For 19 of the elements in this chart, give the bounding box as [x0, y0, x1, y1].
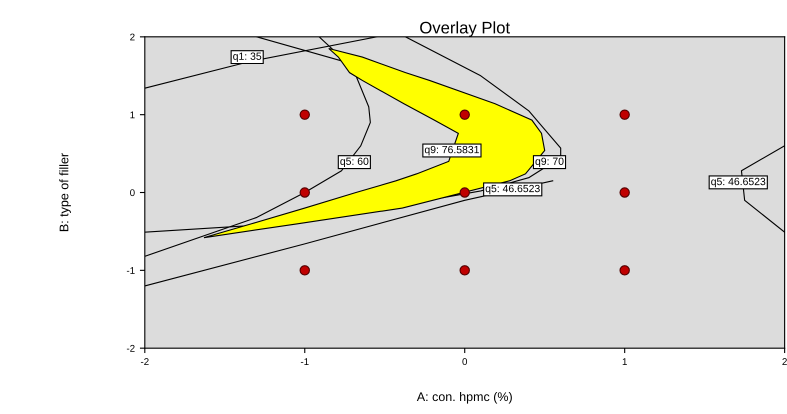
y-tick-label: -2 — [126, 344, 135, 352]
annotation: q9: 70 — [535, 158, 564, 168]
x-tick-label: 2 — [782, 358, 787, 365]
x-axis-title: A: con. hpmc (%) — [416, 392, 512, 404]
annotation: q5: 46.6523 — [711, 178, 766, 188]
y-tick-label: -1 — [126, 267, 135, 274]
annotation: q5: 60 — [340, 158, 368, 168]
y-axis-title: B: type of filler — [59, 153, 71, 232]
x-tick-label: 0 — [462, 358, 468, 366]
annotation: q9: 76.5831 — [424, 146, 479, 156]
annotation: q5: 46.6523 — [486, 184, 540, 194]
x-tick-label: -2 — [140, 358, 149, 365]
annotation: q1: 35 — [233, 52, 262, 62]
chart-title: Overlay Plot — [420, 21, 510, 37]
y-tick-label: 1 — [130, 112, 135, 118]
x-tick-label: 1 — [622, 358, 627, 365]
x-tick-label: -1 — [300, 358, 309, 365]
y-tick-label: 0 — [130, 189, 135, 196]
y-tick-label: 2 — [130, 34, 135, 40]
